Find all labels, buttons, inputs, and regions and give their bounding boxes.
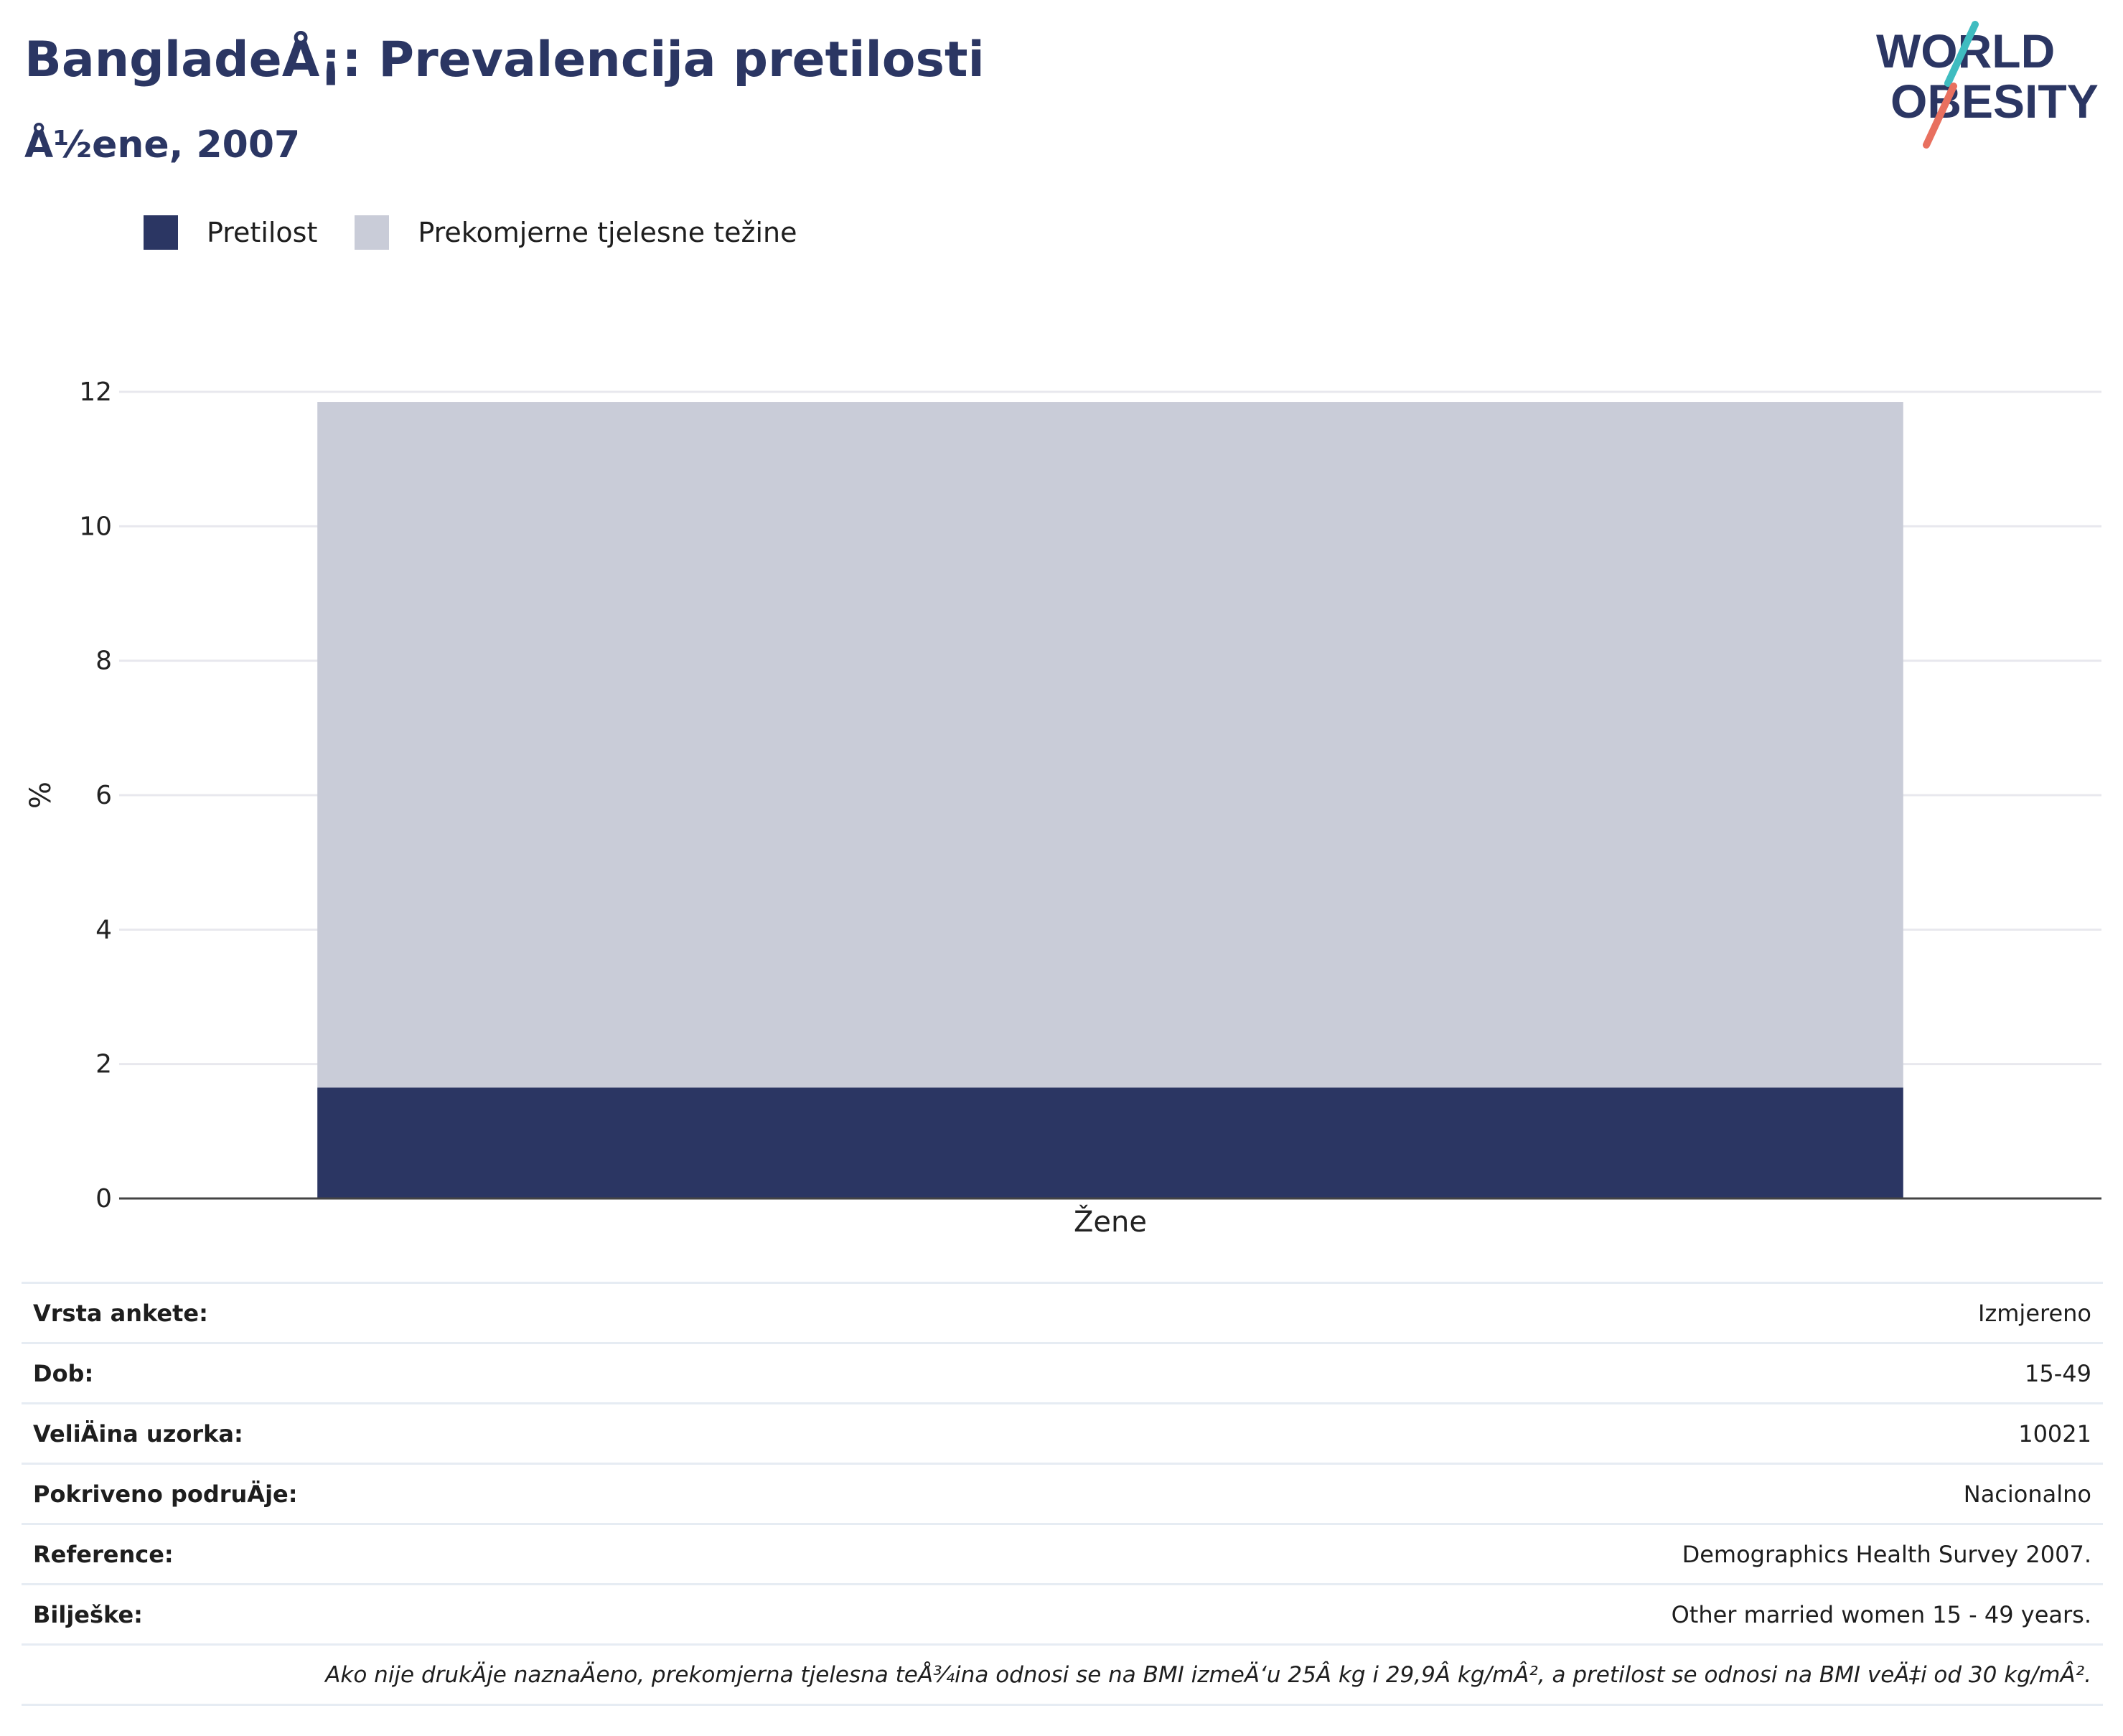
survey-info-table: Vrsta ankete: Izmjereno Dob: 15-49 VeliÄ… xyxy=(22,1282,2103,1706)
info-label: Dob: xyxy=(33,1360,93,1387)
info-value: 15-49 xyxy=(2025,1360,2091,1387)
info-label: Pokriveno podruÄ je: xyxy=(33,1481,298,1508)
definition-footnote: Ako nije drukÄ je naznaÄ eno, prekomjern… xyxy=(22,1646,2103,1706)
info-row-survey-type: Vrsta ankete: Izmjereno xyxy=(22,1282,2103,1344)
chart-title: BangladeÅ¡: Prevalencija pretilosti xyxy=(24,32,985,88)
y-tick-label: 2 xyxy=(95,1050,112,1079)
info-label: Vrsta ankete: xyxy=(33,1300,208,1327)
y-tick-label: 0 xyxy=(95,1184,112,1214)
legend-item-pretilost[interactable]: Pretilost xyxy=(144,215,317,250)
legend-swatch-prekomjerne xyxy=(355,215,389,250)
info-row-area-covered: Pokriveno podruÄ je: Nacionalno xyxy=(22,1465,2103,1525)
info-value: Demographics Health Survey 2007. xyxy=(1682,1541,2091,1568)
logo-text-obesity: OBESITY xyxy=(1890,75,2099,128)
info-row-sample-size: VeliÄ ina uzorka: 10021 xyxy=(22,1404,2103,1465)
x-tick-label: Žene xyxy=(1074,1204,1147,1239)
legend-label-prekomjerne: Prekomjerne tjelesne težine xyxy=(418,217,797,248)
info-row-reference: Reference: Demographics Health Survey 20… xyxy=(22,1525,2103,1585)
bar-segment-pretilost xyxy=(317,1087,1903,1198)
info-value: Izmjereno xyxy=(1978,1300,2091,1327)
info-value: 10021 xyxy=(2018,1420,2091,1448)
legend-item-prekomjerne[interactable]: Prekomjerne tjelesne težine xyxy=(355,215,797,250)
legend-swatch-pretilost xyxy=(144,215,178,250)
info-label: Reference: xyxy=(33,1541,174,1568)
info-value: Other married women 15 - 49 years. xyxy=(1672,1601,2091,1628)
info-row-notes: Bilješke: Other married women 15 - 49 ye… xyxy=(22,1585,2103,1646)
y-axis-title: % xyxy=(24,782,57,809)
stacked-bar-chart: 0 2 4 6 8 10 12% Žene xyxy=(0,287,2123,1249)
legend: Pretilost Prekomjerne tjelesne težine xyxy=(144,212,835,253)
info-label: Bilješke: xyxy=(33,1601,143,1628)
y-tick-label: 4 xyxy=(95,915,112,944)
y-tick-label: 8 xyxy=(95,647,112,676)
info-row-age: Dob: 15-49 xyxy=(22,1344,2103,1404)
world-obesity-logo: WORLD OBESITY xyxy=(1873,20,2110,149)
y-tick-label: 12 xyxy=(79,377,112,407)
legend-label-pretilost: Pretilost xyxy=(207,217,317,248)
info-value: Nacionalno xyxy=(1964,1481,2091,1508)
y-tick-label: 6 xyxy=(95,781,112,810)
y-tick-label: 10 xyxy=(79,512,112,541)
chart-subtitle: Å½ene, 2007 xyxy=(24,123,300,166)
info-label: VeliÄ ina uzorka: xyxy=(33,1420,243,1448)
bar-segment-prekomjerne xyxy=(317,402,1903,1087)
